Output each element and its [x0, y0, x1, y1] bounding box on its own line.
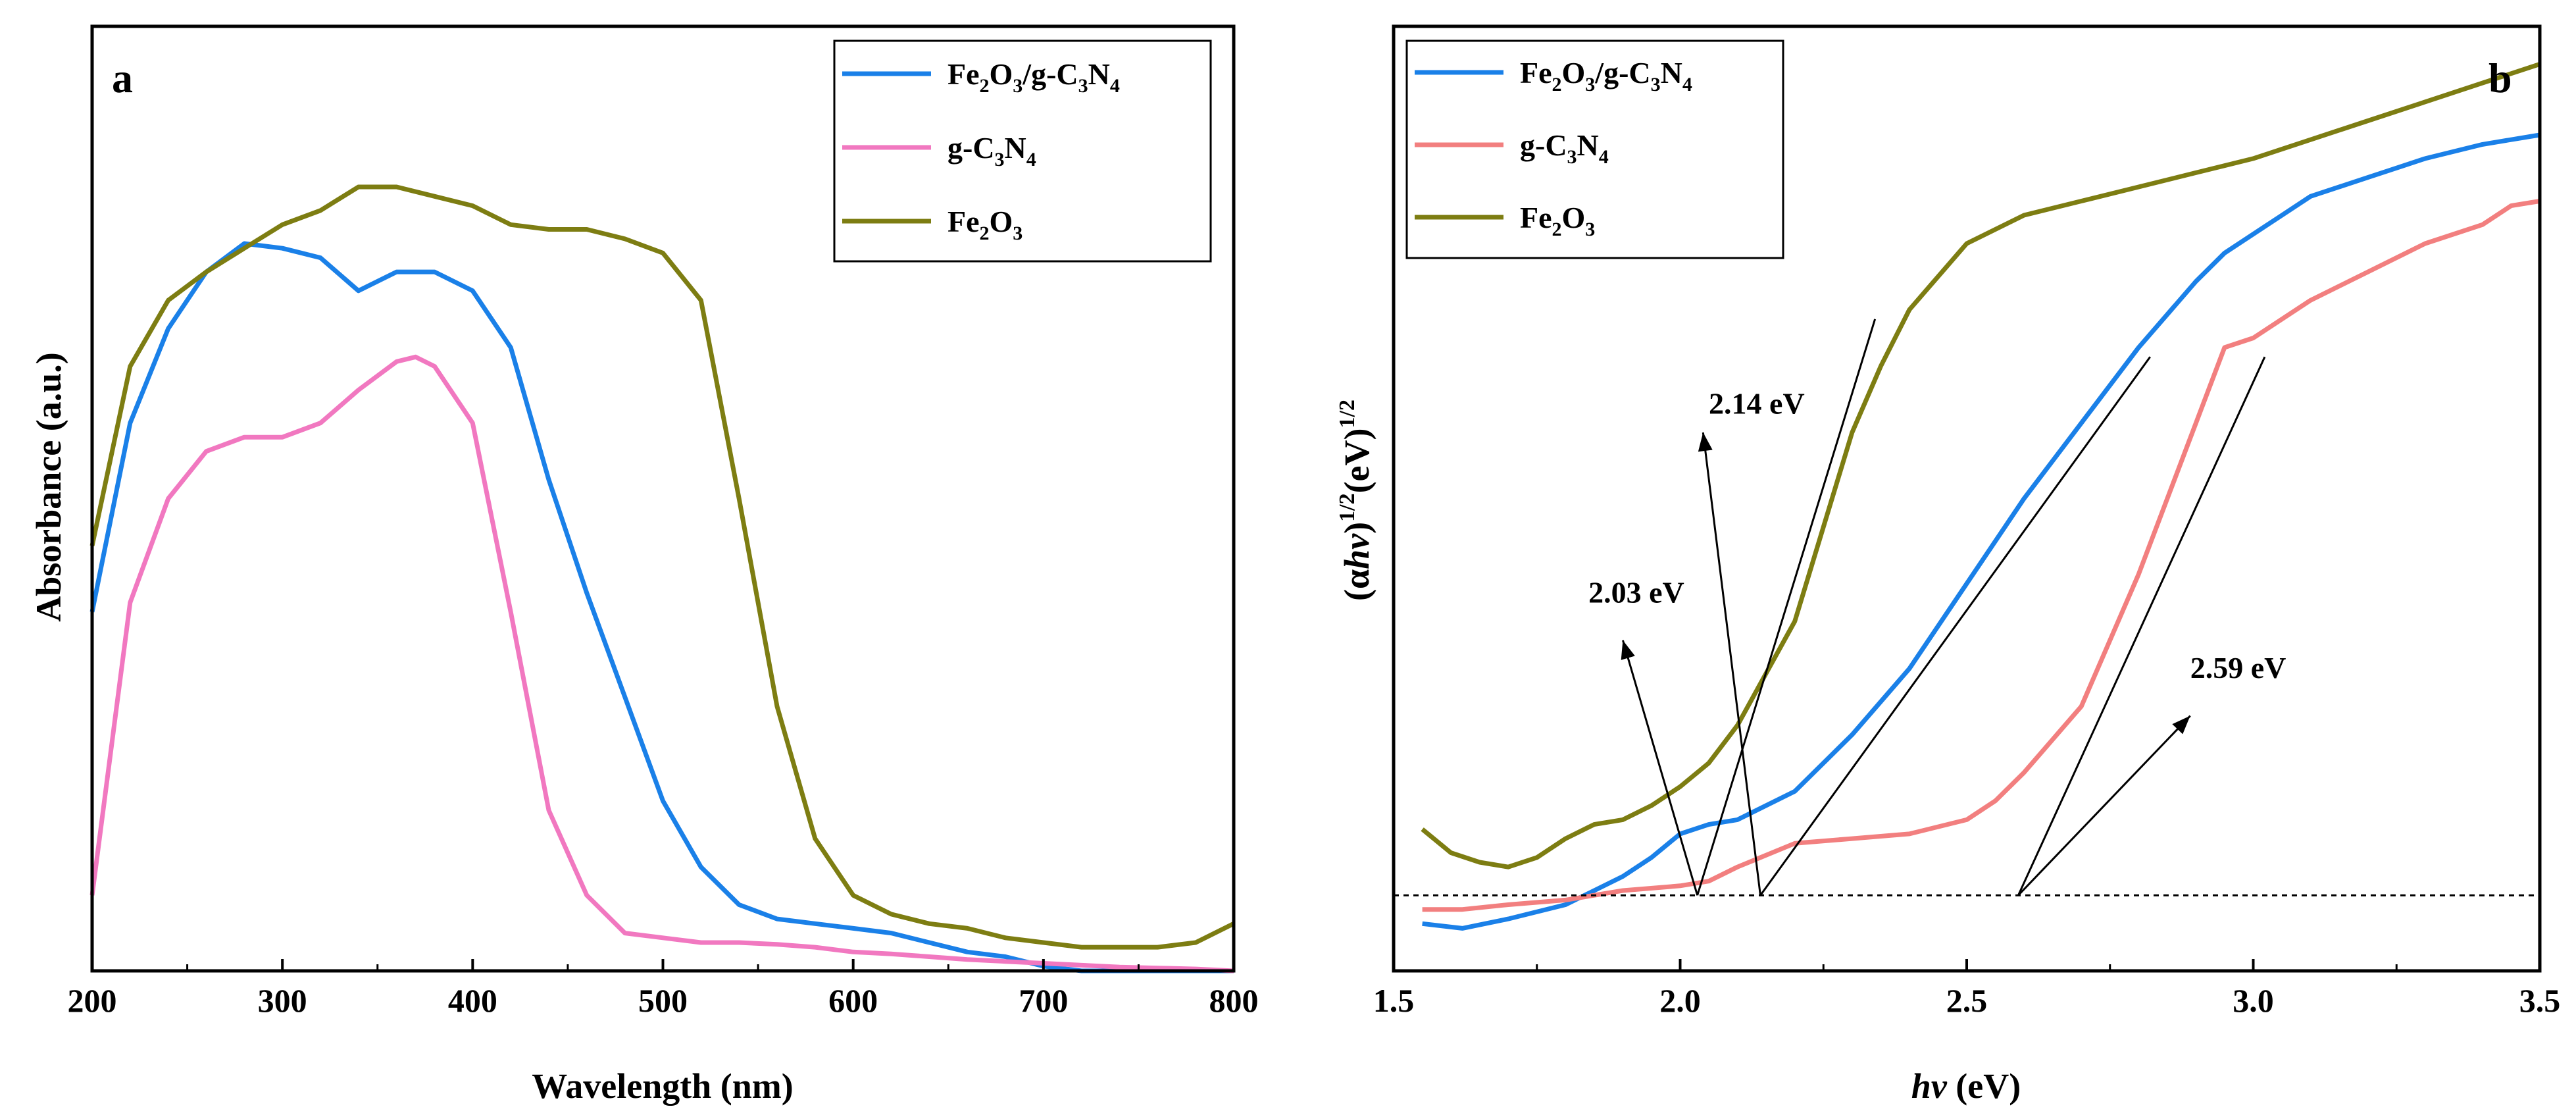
series-line-3 — [1421, 62, 2541, 869]
x-tick-label: 300 — [258, 982, 307, 1019]
panel-label: a — [112, 55, 133, 101]
x-tick-label: 800 — [1209, 982, 1259, 1019]
annotation-arrow-2 — [1621, 640, 1699, 896]
annotation-arrowhead-1 — [1698, 432, 1713, 452]
x-ticks: 1.5 2.0 2.5 3.0 3.5 — [1373, 959, 2561, 1019]
series-line-2 — [89, 354, 1234, 973]
x-axis-label: hv (eV) — [1911, 1066, 2021, 1106]
x-tick-label: 2.0 — [1659, 982, 1701, 1019]
series-line-1 — [89, 241, 1234, 973]
x-axis-label: Wavelength (nm) — [532, 1066, 794, 1106]
legend-entry-3: Fe2O3 — [947, 205, 1023, 244]
x-tick-label: 2.5 — [1946, 982, 1988, 1019]
legend-entry-1: Fe2O3/g-C3N4 — [947, 57, 1120, 97]
legend-entry-2: g-C3N4 — [1520, 128, 1609, 168]
series-line-1 — [1422, 132, 2540, 931]
annotation-arrow-1 — [1702, 432, 1761, 896]
y-axis-label: (αhv)1/2(eV)1/2 — [1335, 400, 1376, 601]
x-tick-label: 3.5 — [2519, 982, 2561, 1019]
annotation-arrow-3 — [2017, 715, 2191, 896]
legend: Fe2O3/g-C3N4 g-C3N4 Fe2O3 — [1405, 39, 1784, 259]
bandgap-label-2: 2.03 eV — [1588, 575, 1684, 609]
annotation-arrowhead-2 — [1621, 640, 1635, 660]
series-line-3 — [89, 184, 1235, 950]
x-tick-label: 1.5 — [1373, 982, 1415, 1019]
tangent-line-2 — [1759, 356, 2151, 896]
legend-entry-2: g-C3N4 — [947, 131, 1036, 170]
x-tick-label: 700 — [1019, 982, 1068, 1019]
annotation-arrowhead-3 — [2172, 715, 2190, 735]
tangent-line-3 — [2017, 356, 2266, 896]
bandgap-label-3: 2.59 eV — [2190, 651, 2286, 685]
legend-entry-1: Fe2O3/g-C3N4 — [1520, 56, 1692, 95]
series-line-2 — [1422, 199, 2540, 912]
x-tick-label: 400 — [448, 982, 497, 1019]
tangent-line-1 — [1696, 319, 1877, 896]
bandgap-annotations: 2.14 eV 2.03 eV 2.59 eV — [1588, 386, 2286, 896]
x-tick-label: 3.0 — [2233, 982, 2274, 1019]
legend-box — [833, 39, 1212, 263]
x-tick-label: 200 — [68, 982, 117, 1019]
panel-label: b — [2488, 55, 2512, 101]
tangent-lines — [1696, 319, 2266, 896]
y-axis-label: Absorbance (a.u.) — [29, 352, 68, 622]
chart-panel-a: 200 300 400 500 600 700 800 a Wavelength (nm) … — [29, 24, 1259, 1106]
series-group — [89, 184, 1235, 973]
legend: Fe2O3/g-C3N4 g-C3N4 Fe2O3 — [833, 39, 1212, 263]
legend-entry-3: Fe2O3 — [1520, 201, 1595, 240]
x-tick-label: 600 — [828, 982, 878, 1019]
x-tick-label: 500 — [638, 982, 688, 1019]
chart-panel-b: 2.14 eV2.03 eV2.59 eV 1.5 2.0 2.5 3.0 3.5 b … — [1335, 24, 2561, 1106]
x-ticks: 200 300 400 500 600 700 800 — [68, 959, 1259, 1019]
legend-box — [1405, 39, 1784, 259]
series-group — [1421, 62, 2541, 931]
bandgap-label-1: 2.14 eV — [1709, 386, 1805, 420]
